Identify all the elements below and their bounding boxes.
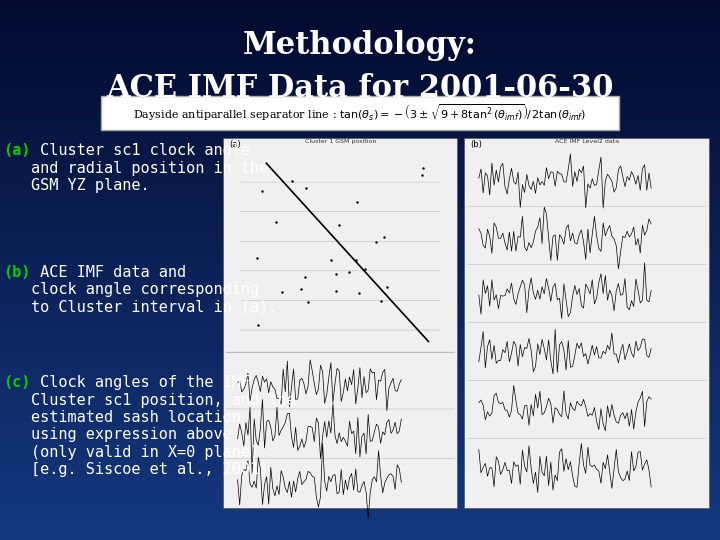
Bar <box>0 72 720 81</box>
Text: ACE IMF Data for 2001-06-30: ACE IMF Data for 2001-06-30 <box>107 73 613 104</box>
Bar <box>0 468 720 477</box>
Bar <box>0 531 720 540</box>
Bar <box>0 27 720 36</box>
Bar <box>0 315 720 324</box>
Bar <box>0 360 720 369</box>
Text: Clock angles of the IMF,
Cluster sc1 position, and the
estimated sash location
u: Clock angles of the IMF, Cluster sc1 pos… <box>31 375 296 477</box>
Bar <box>0 99 720 108</box>
Bar <box>0 135 720 144</box>
Bar <box>0 63 720 72</box>
Bar <box>0 324 720 333</box>
Bar <box>0 153 720 162</box>
Bar <box>0 405 720 414</box>
Bar <box>0 126 720 135</box>
Bar <box>0 333 720 342</box>
Bar <box>0 45 720 54</box>
Text: (b): (b) <box>470 140 482 150</box>
Bar <box>0 378 720 387</box>
Bar <box>0 0 720 9</box>
FancyBboxPatch shape <box>101 96 619 130</box>
Bar <box>0 216 720 225</box>
Bar <box>0 396 720 405</box>
Bar <box>0 171 720 180</box>
Bar <box>0 243 720 252</box>
Bar <box>0 414 720 423</box>
Bar <box>0 486 720 495</box>
Bar <box>0 306 720 315</box>
Bar <box>0 342 720 351</box>
Bar <box>0 423 720 432</box>
Text: (a): (a) <box>4 143 31 158</box>
Text: Methodology:: Methodology: <box>243 30 477 60</box>
Bar <box>0 207 720 216</box>
Text: ACE IMF Level2 data: ACE IMF Level2 data <box>554 139 619 144</box>
Bar <box>0 108 720 117</box>
Bar <box>0 18 720 27</box>
Bar <box>0 432 720 441</box>
Bar <box>0 297 720 306</box>
Bar <box>0 252 720 261</box>
Bar <box>0 9 720 18</box>
Bar <box>0 198 720 207</box>
Text: ACE IMF data and
clock angle corresponding
to Cluster interval in (a).: ACE IMF data and clock angle correspondi… <box>31 265 277 314</box>
Bar <box>0 369 720 378</box>
Bar <box>0 459 720 468</box>
Bar <box>0 351 720 360</box>
Bar <box>0 162 720 171</box>
Bar <box>0 36 720 45</box>
Bar <box>0 495 720 504</box>
Bar <box>0 522 720 531</box>
Bar <box>0 513 720 522</box>
Text: Cluster 1 GSM position: Cluster 1 GSM position <box>305 139 376 144</box>
Text: (c): (c) <box>4 375 31 390</box>
Text: Dayside antiparallel separator line : $\tan(\theta_s) = -\left(3 \pm \sqrt{9 + 8: Dayside antiparallel separator line : $\… <box>133 103 587 123</box>
Bar <box>0 54 720 63</box>
Bar <box>0 180 720 189</box>
Bar <box>0 477 720 486</box>
Bar <box>0 144 720 153</box>
Bar <box>0 90 720 99</box>
FancyBboxPatch shape <box>464 138 709 508</box>
Text: (a): (a) <box>229 140 240 150</box>
Bar <box>0 504 720 513</box>
Bar <box>0 450 720 459</box>
Text: Cluster sc1 clock angle
and radial position in the
GSM YZ plane.: Cluster sc1 clock angle and radial posit… <box>31 143 269 193</box>
Bar <box>0 279 720 288</box>
Bar <box>0 81 720 90</box>
Bar <box>0 189 720 198</box>
Bar <box>0 117 720 126</box>
Bar <box>0 387 720 396</box>
Bar <box>0 441 720 450</box>
Bar <box>0 261 720 270</box>
Bar <box>0 270 720 279</box>
Text: (b): (b) <box>4 265 31 280</box>
FancyBboxPatch shape <box>223 138 457 508</box>
Bar <box>0 288 720 297</box>
Bar <box>0 234 720 243</box>
Bar <box>0 225 720 234</box>
